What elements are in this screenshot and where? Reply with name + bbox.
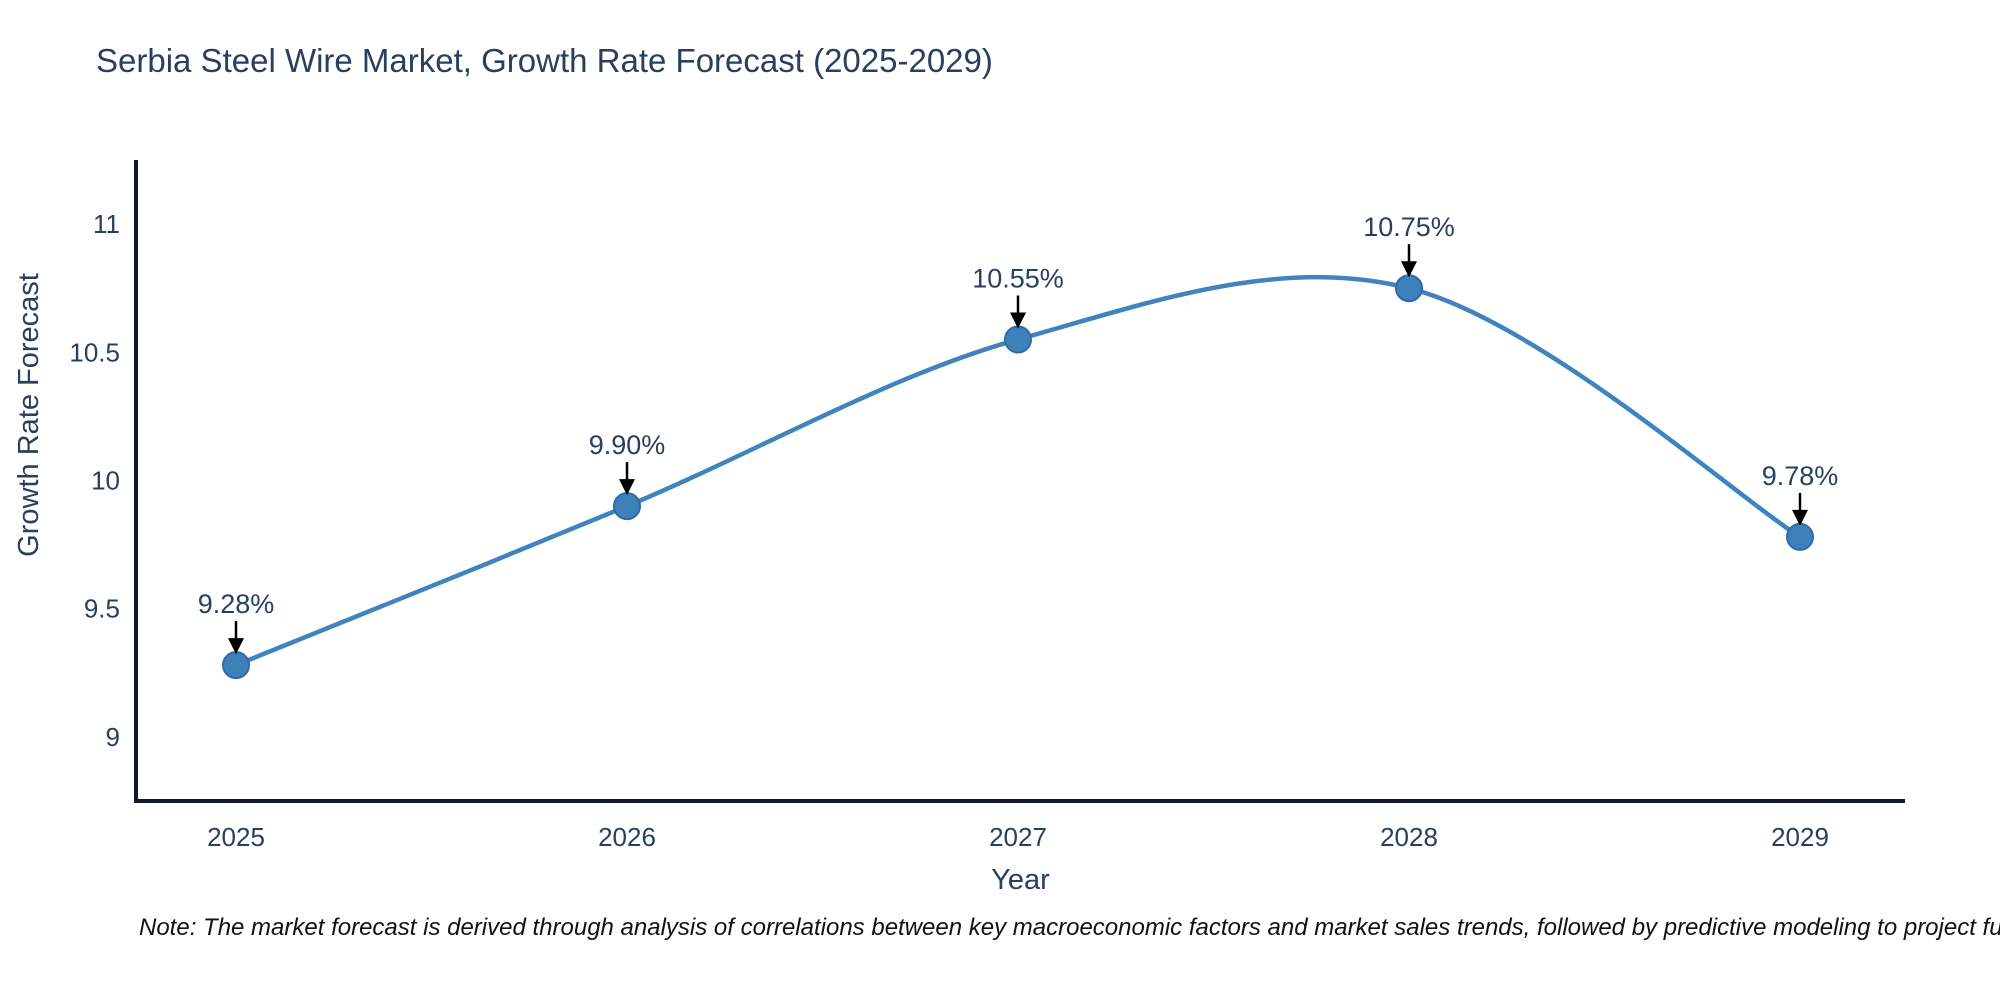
y-tick-label: 10.5 <box>69 337 120 367</box>
x-tick-label: 2025 <box>207 822 265 852</box>
y-axis-title: Growth Rate Forecast <box>13 273 45 557</box>
x-axis-title: Year <box>991 864 1050 896</box>
x-tick-label: 2026 <box>598 822 656 852</box>
annotation-arrowhead <box>228 638 244 655</box>
chart-title: Serbia Steel Wire Market, Growth Rate Fo… <box>96 42 993 79</box>
y-tick-label: 11 <box>93 209 120 239</box>
data-point-label: 9.28% <box>198 589 275 619</box>
data-point-marker <box>1786 522 1814 551</box>
annotation-arrowhead <box>619 479 635 496</box>
footnote: Note: The market forecast is derived thr… <box>139 914 2000 941</box>
x-tick-label: 2028 <box>1380 822 1438 852</box>
annotation-arrowhead <box>1010 312 1026 329</box>
data-point-marker <box>1004 325 1032 354</box>
data-point-label: 9.78% <box>1762 461 1839 491</box>
x-tick-label: 2029 <box>1771 822 1829 852</box>
data-point-marker <box>1395 274 1423 303</box>
data-point-marker <box>613 492 641 521</box>
annotation-arrowhead <box>1401 261 1417 278</box>
data-point-marker <box>222 651 250 680</box>
y-tick-label: 9.5 <box>84 594 120 624</box>
x-tick-label: 2027 <box>989 822 1047 852</box>
annotation-arrowhead <box>1792 509 1808 526</box>
y-tick-label: 10 <box>91 466 120 496</box>
data-point-label: 10.75% <box>1363 212 1455 242</box>
data-point-label: 10.55% <box>972 263 1064 293</box>
y-tick-label: 9 <box>106 722 120 752</box>
data-point-label: 9.90% <box>589 430 666 460</box>
